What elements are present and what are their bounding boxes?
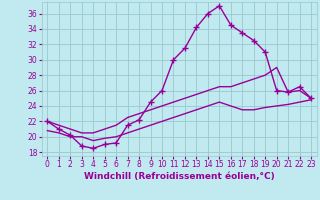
X-axis label: Windchill (Refroidissement éolien,°C): Windchill (Refroidissement éolien,°C): [84, 172, 275, 181]
